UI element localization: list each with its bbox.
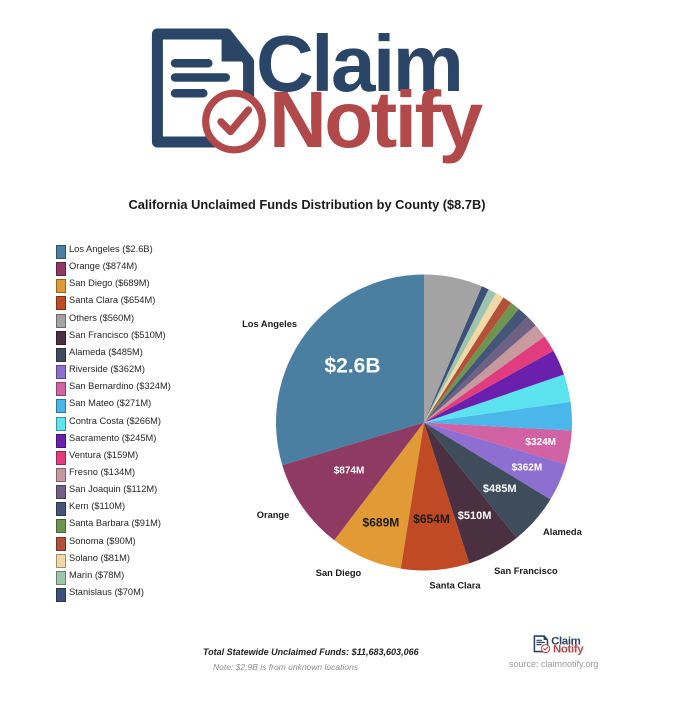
svg-text:$2.6B: $2.6B xyxy=(324,355,380,378)
svg-text:$874M: $874M xyxy=(334,466,365,477)
svg-text:Alameda: Alameda xyxy=(543,527,583,537)
svg-text:$324M: $324M xyxy=(525,437,556,448)
svg-text:$654M: $654M xyxy=(413,512,450,526)
svg-text:Orange: Orange xyxy=(257,510,290,520)
svg-text:Santa Clara: Santa Clara xyxy=(429,581,481,591)
svg-text:Los Angeles: Los Angeles xyxy=(242,319,297,329)
svg-text:$689M: $689M xyxy=(363,515,400,529)
svg-text:$362M: $362M xyxy=(512,463,543,474)
svg-text:$485M: $485M xyxy=(483,483,517,495)
svg-text:San Diego: San Diego xyxy=(316,568,362,578)
svg-text:San Francisco: San Francisco xyxy=(494,566,558,576)
svg-text:$510M: $510M xyxy=(458,510,492,522)
